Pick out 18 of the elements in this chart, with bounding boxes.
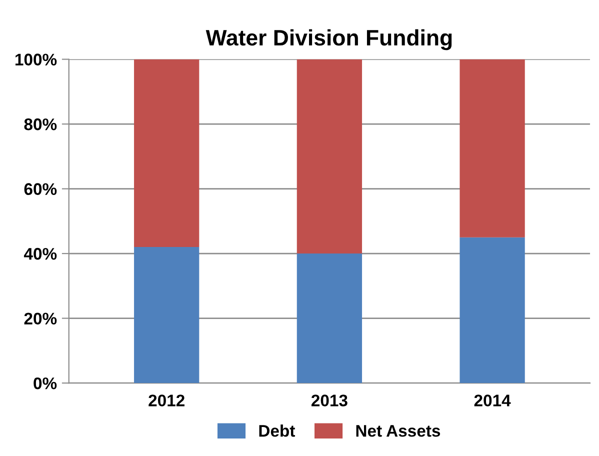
chart-title: Water Division Funding [206, 29, 452, 50]
bar [296, 59, 362, 254]
bar [134, 59, 200, 248]
x-tick-label: 2012 [148, 394, 184, 406]
y-tick-label: 40% [24, 248, 57, 260]
legend-label: Debt [259, 424, 296, 437]
bar [460, 59, 525, 238]
y-tick-label: 80% [24, 118, 57, 130]
y-tick-label: 20% [24, 312, 57, 324]
y-tick-label: 0% [34, 377, 57, 390]
bar [296, 254, 362, 384]
bar [134, 247, 200, 384]
y-tick-label: 60% [24, 183, 57, 195]
y-tick-label: 100% [16, 54, 57, 66]
x-tick-label: 2014 [474, 394, 511, 406]
bar [460, 237, 525, 384]
x-tick-label: 2013 [311, 394, 348, 406]
legend-label: Net Assets [356, 425, 440, 437]
